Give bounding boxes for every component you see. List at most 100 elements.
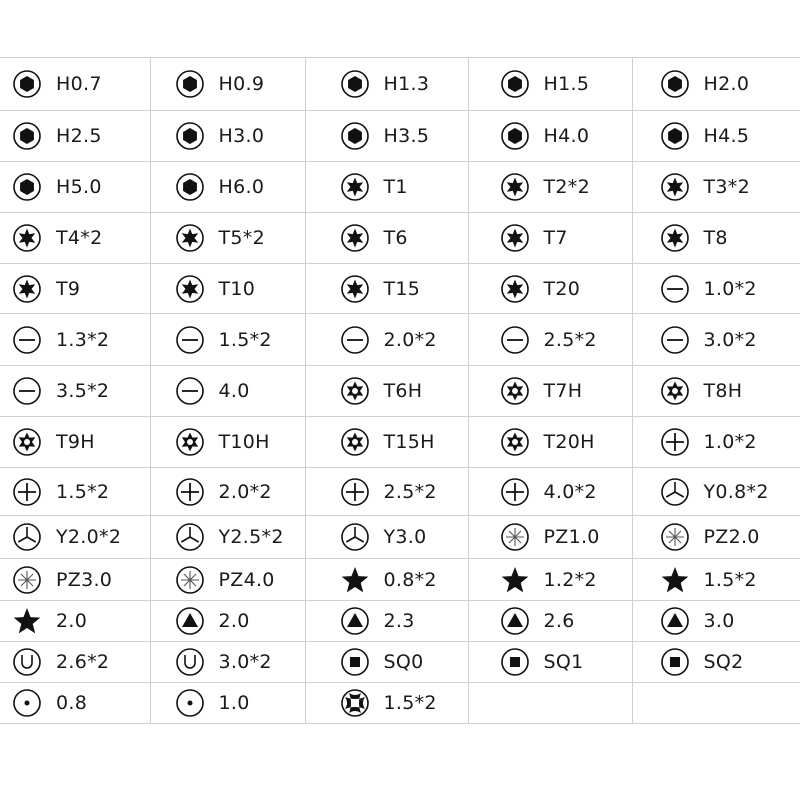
tri-wing-icon — [12, 522, 42, 552]
bit-size-label: H4.5 — [703, 125, 750, 147]
bit-size-label: 0.8 — [56, 692, 88, 714]
table-row: H5.0 H6.0 T1 T2*2 T3*2 — [0, 161, 800, 213]
table-row: 2.0 2.0 2.3 2.6 3.0 — [0, 600, 800, 642]
bit-cell: PZ1.0 — [467, 515, 633, 559]
slotted-icon — [660, 274, 690, 304]
bit-cell: 1.3*2 — [0, 313, 151, 366]
u-shape-icon — [175, 647, 205, 677]
torx-hole-icon — [340, 427, 370, 457]
bit-size-label: 1.2*2 — [543, 568, 597, 591]
tri-wing-icon — [340, 522, 370, 552]
slotted-icon — [175, 325, 205, 355]
bit-cell: T20 — [467, 263, 633, 314]
bit-size-label: H0.9 — [218, 73, 265, 95]
pozidriv-icon — [500, 522, 530, 552]
bit-cell: Y2.5*2 — [149, 515, 306, 559]
bit-cell: T6H — [304, 365, 469, 417]
bit-cell: SQ2 — [631, 641, 800, 683]
bit-size-label: T5*2 — [218, 227, 265, 249]
bit-size-label: 1.0*2 — [703, 431, 757, 453]
table-row: Y2.0*2 Y2.5*2 Y3.0 PZ1.0 PZ2.0 — [0, 515, 800, 559]
bit-size-label: 3.0*2 — [703, 328, 757, 351]
bit-cell: T10H — [149, 416, 306, 468]
bit-size-label: T9 — [56, 277, 81, 300]
bit-size-label: Y2.5*2 — [218, 526, 284, 548]
pozidriv-icon — [12, 565, 42, 595]
square-icon — [660, 647, 690, 677]
bit-size-label: T10 — [218, 277, 256, 300]
bit-cell: PZ2.0 — [631, 515, 800, 559]
bit-size-label: H3.0 — [218, 125, 265, 147]
bit-size-label: Y2.0*2 — [56, 526, 122, 548]
dot-icon — [12, 688, 42, 718]
bit-cell: H3.5 — [304, 110, 469, 162]
bit-size-label: 4.0 — [218, 380, 250, 402]
torx-icon — [660, 172, 690, 202]
bit-size-label: T15 — [383, 277, 421, 300]
torx-hole-icon — [500, 427, 530, 457]
hex-icon — [660, 69, 690, 99]
square-icon — [340, 647, 370, 677]
pentalobe-star-icon — [340, 565, 370, 595]
triangle-icon — [660, 606, 690, 636]
bit-cell: T1 — [304, 161, 469, 213]
bit-cell: 3.5*2 — [0, 365, 151, 417]
bit-size-label: 4.0*2 — [543, 480, 597, 503]
bit-cell: PZ4.0 — [149, 558, 306, 601]
torx-hole-icon — [12, 427, 42, 457]
torx-icon — [12, 274, 42, 304]
triangle-icon — [340, 606, 370, 636]
bit-cell: 2.6 — [467, 600, 633, 642]
bit-size-label: 2.5*2 — [383, 480, 437, 503]
hex-icon — [12, 172, 42, 202]
bit-size-label: T6 — [383, 227, 408, 249]
bit-cell: 0.8*2 — [304, 558, 469, 601]
bit-cell: H1.3 — [304, 57, 469, 111]
bit-cell: 2.0 — [149, 600, 306, 642]
table-row: T9 T10 T15 T20 1.0*2 — [0, 263, 800, 314]
bit-size-label: T9H — [56, 431, 95, 453]
torx-icon — [500, 172, 530, 202]
bit-size-label: 1.5*2 — [218, 328, 272, 351]
bit-cell: H3.0 — [149, 110, 306, 162]
bit-size-label: 2.0*2 — [218, 480, 272, 503]
bit-size-label: T10H — [218, 431, 270, 453]
bit-cell: 2.5*2 — [467, 313, 633, 366]
bit-size-label: 3.5*2 — [56, 380, 110, 402]
torx-icon — [175, 274, 205, 304]
bit-cell: H2.0 — [631, 57, 800, 111]
bit-cell: 2.6*2 — [0, 641, 151, 683]
bit-size-label: T7H — [543, 380, 583, 402]
bit-cell: 1.5*2 — [304, 682, 469, 724]
bit-size-label: T15H — [383, 431, 435, 453]
bit-size-label: PZ3.0 — [56, 568, 113, 591]
bit-size-label: Y3.0 — [383, 526, 427, 548]
bit-size-label: 3.0 — [703, 610, 735, 632]
bit-size-label: T6H — [383, 380, 423, 402]
slotted-icon — [660, 325, 690, 355]
torx-icon — [340, 223, 370, 253]
tri-wing-icon — [175, 522, 205, 552]
hex-icon — [500, 69, 530, 99]
hex-icon — [175, 121, 205, 151]
bit-cell: 1.2*2 — [467, 558, 633, 601]
torx-icon — [340, 274, 370, 304]
torx-hole-icon — [500, 376, 530, 406]
bit-size-label: PZ1.0 — [543, 526, 600, 548]
pozidriv-icon — [175, 565, 205, 595]
bit-cell: T15 — [304, 263, 469, 314]
bit-size-label: 2.0 — [218, 610, 250, 632]
bit-cell: T9H — [0, 416, 151, 468]
u-shape-icon — [12, 647, 42, 677]
bit-cell: H0.7 — [0, 57, 151, 111]
bit-size-label: SQ0 — [383, 651, 424, 673]
tri-wing-icon — [660, 477, 690, 507]
bit-cell: Y3.0 — [304, 515, 469, 559]
bit-size-label: T20H — [543, 431, 595, 453]
bit-cell: H5.0 — [0, 161, 151, 213]
torx-icon — [660, 223, 690, 253]
bit-size-label: 3.0*2 — [218, 651, 272, 673]
hex-icon — [175, 172, 205, 202]
bit-cell: H2.5 — [0, 110, 151, 162]
torx-icon — [500, 223, 530, 253]
